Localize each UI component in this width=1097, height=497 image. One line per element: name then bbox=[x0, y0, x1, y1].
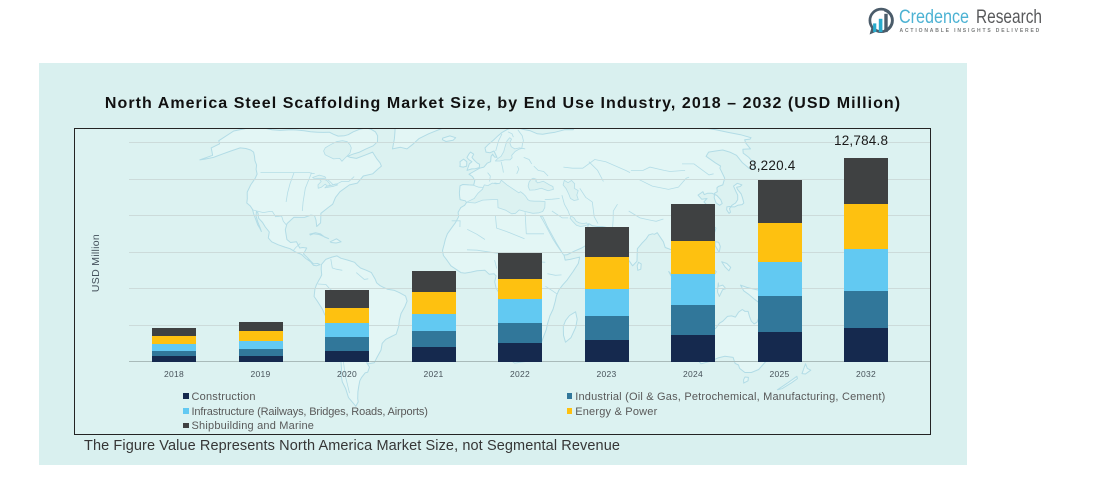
svg-text:Research: Research bbox=[976, 7, 1042, 28]
svg-text:Credence: Credence bbox=[899, 7, 969, 28]
svg-text:ACTIONABLE INSIGHTS DELIVERED: ACTIONABLE INSIGHTS DELIVERED bbox=[900, 28, 1040, 34]
